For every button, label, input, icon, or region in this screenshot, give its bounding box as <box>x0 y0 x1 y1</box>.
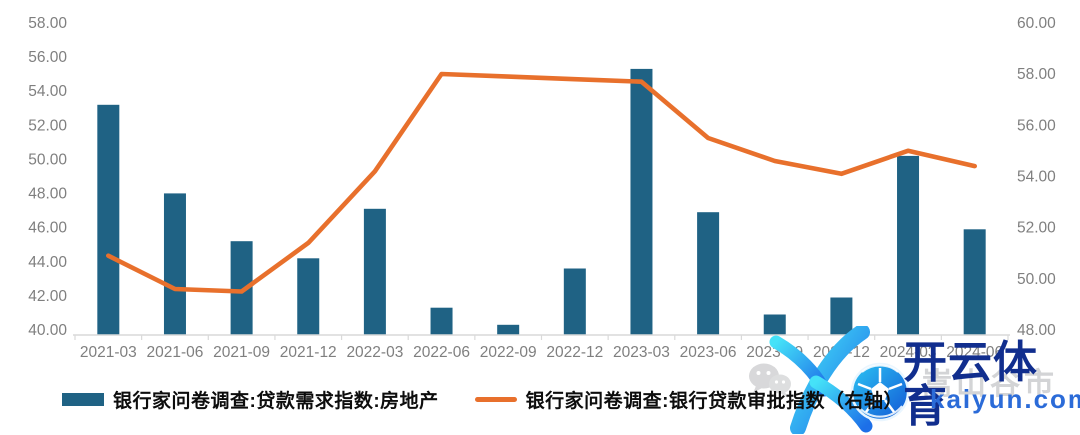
x-axis-category-label: 2024-06 <box>946 344 1003 361</box>
right-axis-tick-label: 60.00 <box>1017 15 1056 32</box>
left-axis-tick-label: 50.00 <box>28 151 67 168</box>
domain-watermark: kaiyun.com <box>930 384 1080 414</box>
wechat-icon <box>749 363 791 398</box>
bar <box>97 104 120 336</box>
left-axis-tick-label: 54.00 <box>28 83 67 100</box>
right-axis-tick-label: 52.00 <box>1017 220 1056 237</box>
left-axis-tick-label: 42.00 <box>28 288 67 305</box>
x-axis-category-label: 2022-12 <box>546 344 603 361</box>
left-axis-tick-label: 52.00 <box>28 117 67 134</box>
left-axis-tick-label: 40.00 <box>28 322 67 339</box>
bar <box>897 155 920 335</box>
left-axis-tick-label: 58.00 <box>28 15 67 32</box>
right-axis-tick-label: 48.00 <box>1017 322 1056 339</box>
left-axis-tick-label: 56.00 <box>28 49 67 66</box>
bar-series-swatch <box>62 393 104 406</box>
x-axis-category-label: 2021-12 <box>280 344 337 361</box>
right-axis-tick-label: 54.00 <box>1017 169 1056 186</box>
left-axis-tick-label: 46.00 <box>28 220 67 237</box>
bar <box>497 324 520 335</box>
x-axis-category-label: 2022-03 <box>346 344 403 361</box>
kaiyun-k-logo <box>769 326 910 434</box>
legend-item-loan-approval: 银行家问卷调查:银行贷款审批指数（右轴） <box>474 386 903 413</box>
bar <box>563 268 586 335</box>
combo-chart: 58.00 56.00 54.00 52.00 50.00 48.00 46.00 44.00… <box>28 15 1056 361</box>
approval-index-line <box>106 71 978 294</box>
left-axis-tick-label: 44.00 <box>28 254 67 271</box>
bar <box>297 258 320 336</box>
x-axis-category-label: 2024-03 <box>880 344 937 361</box>
bar <box>630 68 653 336</box>
bar <box>363 208 386 335</box>
legend-label: 银行家问卷调查:银行贷款审批指数（右轴） <box>525 391 903 412</box>
line-series-swatch <box>474 397 517 402</box>
x-axis-category-label: 2021-09 <box>213 344 270 361</box>
bar <box>430 307 453 335</box>
brand-watermark: 开云体育 <box>903 338 1038 431</box>
right-axis-tick-label: 58.00 <box>1017 66 1056 83</box>
faint-watermark-text: 嵩山谷市 <box>922 368 1058 401</box>
bar <box>763 314 786 335</box>
x-axis-category-label: 2022-09 <box>480 344 537 361</box>
left-axis-tick-label: 48.00 <box>28 186 67 203</box>
bar <box>163 193 186 335</box>
right-axis-tick-label: 50.00 <box>1017 271 1056 288</box>
bar <box>830 297 853 335</box>
legend: 银行家问卷调查:贷款需求指数:房地产 银行家问卷调查:银行贷款审批指数（右轴） <box>62 386 903 413</box>
x-axis-category-label: 2021-03 <box>80 344 137 361</box>
football-icon <box>850 362 910 422</box>
x-axis-category-label: 2023-03 <box>613 344 670 361</box>
x-axis-category-label: 2021-06 <box>147 344 204 361</box>
legend-item-loan-demand: 银行家问卷调查:贷款需求指数:房地产 <box>62 386 439 413</box>
bar <box>697 212 720 335</box>
x-axis-category-label: 2022-06 <box>413 344 470 361</box>
k-swoosh <box>769 326 873 434</box>
x-axis-category-label: 2023-06 <box>680 344 737 361</box>
right-axis-tick-label: 56.00 <box>1017 117 1056 134</box>
legend-label: 银行家问卷调查:贷款需求指数:房地产 <box>113 391 439 412</box>
bar <box>230 241 253 335</box>
bar <box>963 229 986 335</box>
